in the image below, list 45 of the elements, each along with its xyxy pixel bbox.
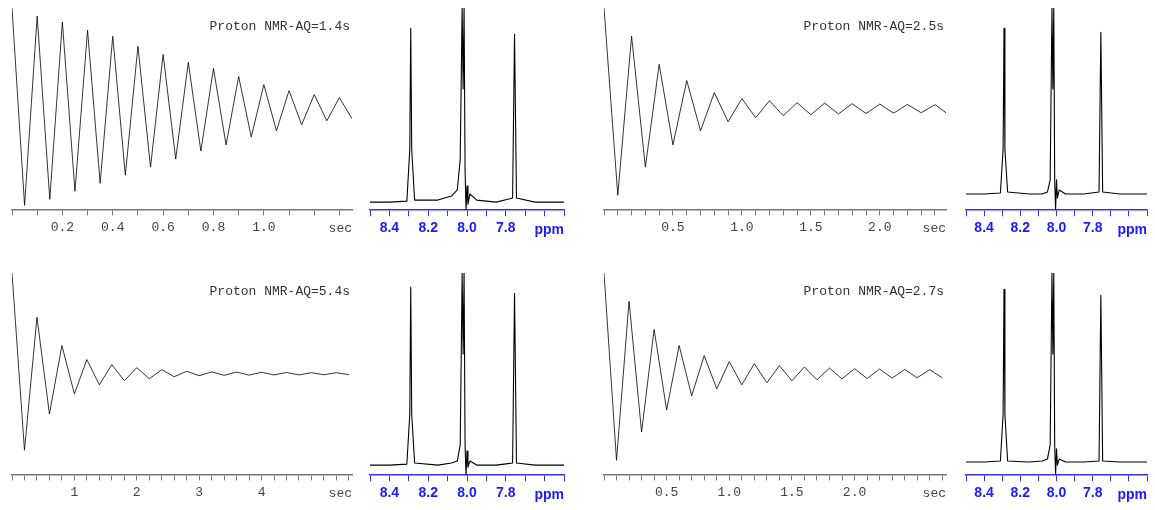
x-tick-label: 8.0 xyxy=(457,219,477,236)
x-tick-label: 7.8 xyxy=(1082,484,1103,501)
x-tick-label: 7.8 xyxy=(1082,219,1103,236)
x-axis-title: ppm xyxy=(1117,221,1147,238)
x-axis-title: sec xyxy=(328,221,352,237)
x-tick-label: 8.4 xyxy=(974,484,995,501)
x-tick-label: 1.0 xyxy=(717,484,741,500)
x-axis-title: sec xyxy=(328,486,352,502)
x-axis-title: ppm xyxy=(534,486,564,503)
x-tick-label: 1.0 xyxy=(730,219,754,235)
x-tick-label: 8.4 xyxy=(379,219,400,236)
x-tick-label: 8.2 xyxy=(418,219,439,236)
x-tick-label: 1.5 xyxy=(799,219,823,235)
x-tick-label: 8.2 xyxy=(1010,484,1031,501)
x-tick-label: 7.8 xyxy=(496,484,516,501)
x-tick-label: 3 xyxy=(195,484,204,500)
x-tick-label: 0.6 xyxy=(151,219,175,235)
x-tick-label: 0.5 xyxy=(661,219,685,235)
x-tick-label: 8.4 xyxy=(974,219,995,236)
text: Proton NMR-AQ=5.4s xyxy=(209,283,350,299)
text: Proton NMR-AQ=2.5s xyxy=(803,18,944,34)
x-axis-title: ppm xyxy=(1117,486,1147,503)
text: Proton NMR-AQ=1.4s xyxy=(209,18,350,34)
x-tick-label: 1 xyxy=(70,484,79,500)
x-tick-label: 8.2 xyxy=(418,484,439,501)
x-axis-title: ppm xyxy=(534,221,564,238)
x-tick-label: 4 xyxy=(257,484,266,500)
x-tick-label: 8.0 xyxy=(1046,484,1067,501)
x-tick-label: 2.0 xyxy=(868,219,892,235)
x-tick-label: 2 xyxy=(132,484,141,500)
x-tick-label: 8.0 xyxy=(1046,219,1067,236)
x-tick-label: 7.8 xyxy=(496,219,516,236)
text: Proton NMR-AQ=2.7s xyxy=(803,283,944,299)
x-tick-label: 1.5 xyxy=(780,484,804,500)
x-tick-label: 8.2 xyxy=(1010,219,1031,236)
x-tick-label: 0.4 xyxy=(101,219,125,235)
x-tick-label: 0.2 xyxy=(50,219,75,235)
x-tick-label: 0.8 xyxy=(201,219,226,235)
x-tick-label: 0.5 xyxy=(654,484,679,500)
x-tick-label: 1.0 xyxy=(252,219,276,235)
x-axis-title: sec xyxy=(922,221,946,237)
x-tick-label: 8.0 xyxy=(457,484,477,501)
x-tick-label: 8.4 xyxy=(379,484,400,501)
x-axis-title: sec xyxy=(922,486,946,502)
x-tick-label: 2.0 xyxy=(842,484,867,500)
